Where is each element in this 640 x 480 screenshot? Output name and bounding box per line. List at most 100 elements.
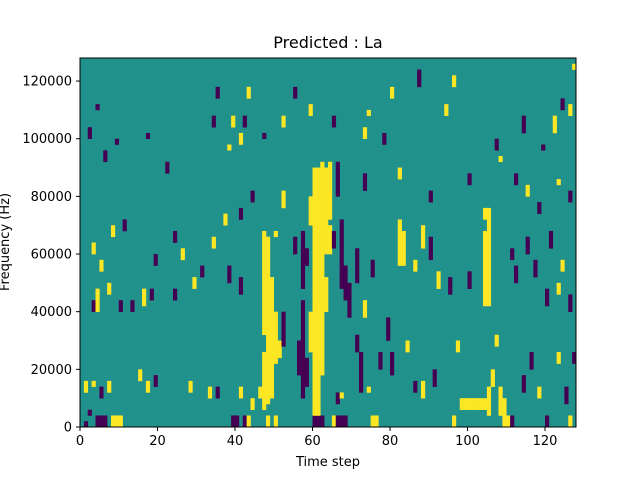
heatmap-cell-low [300,300,306,399]
heatmap-cell-low [103,415,108,428]
heatmap-cell-high [362,127,368,140]
heatmap-cell-high [525,184,530,197]
heatmap-cell-high [273,311,278,364]
heatmap-cell-high [556,282,561,295]
heatmap-cell-high [258,386,263,399]
heatmap-cell-high [273,415,278,428]
x-tick-label: 20 [149,434,166,449]
heatmap-cell-low [355,248,360,284]
heatmap-cell-high [502,398,507,416]
heatmap-cell-high [572,63,577,70]
heatmap-cell-high [107,282,112,295]
heatmap-cell-low [390,352,395,376]
y-axis-ticks: 0 20000 40000 60000 80000 100000 120000 [22,75,80,436]
x-tick-label: 80 [382,434,399,449]
heatmap-cell-low [335,415,340,428]
heatmap-cell-low [95,415,100,428]
heatmap-cell-low [114,138,120,145]
heatmap-cell-low [548,230,554,249]
heatmap-cell-low [215,86,220,99]
x-axis-label: Time step [295,455,360,470]
heatmap-cell-high [231,115,236,128]
heatmap-cell-high [223,213,228,226]
heatmap-cell-high [401,230,406,266]
heatmap-cell-low [238,207,244,220]
heatmap-cell-low [335,392,340,405]
heatmap-cell-high [556,179,561,186]
heatmap-cell-low [359,352,364,393]
y-tick-label: 20000 [31,363,72,378]
heatmap-cell-high [266,415,271,428]
heatmap-cell-low [541,144,546,151]
heatmap-cell-high [273,230,278,238]
heatmap-cell-high [568,415,573,428]
heatmap-cell-high [207,386,213,399]
y-tick-label: 0 [64,421,72,436]
heatmap-cell-high [471,398,476,410]
heatmap-cell-low [231,415,236,428]
heatmap-cell-low [545,288,550,307]
heatmap-cell-high [455,340,461,353]
heatmap-cell-low [281,311,286,347]
heatmap-cell-low [564,386,569,405]
heatmap-cell-low [211,115,216,128]
heatmap-cell-low [347,282,352,318]
heatmap-cell-high [463,398,468,410]
heatmap-cell-high [502,415,507,428]
heatmap-cell-high [262,230,267,336]
heatmap-cell-low [238,277,244,295]
heatmap-cell-low [200,265,205,278]
heatmap-cell-low [215,386,220,399]
heatmap-cell-low [514,265,519,284]
heatmap-cell-low [149,288,154,301]
heatmap-cell-low [545,415,550,428]
heatmap-cell-low [165,161,170,174]
heatmap-cell-high [91,380,96,387]
heatmap-cell-high [452,415,457,428]
heatmap-cell-high [374,415,379,428]
heatmap-cell-low [304,357,309,387]
heatmap-cell-low [568,190,573,203]
heatmap-cell-high [483,398,488,410]
heatmap-cell-low [448,277,453,295]
x-tick-label: 0 [76,434,84,449]
heatmap-cell-high [452,75,457,88]
heatmap-cell-low [242,115,247,128]
heatmap-cell-low [103,150,108,163]
heatmap-cell-high [142,288,147,307]
heatmap-cell-high [316,167,321,416]
heatmap-cell-high [328,225,333,255]
heatmap-cell-high [277,340,282,359]
heatmap-cell-high [91,242,96,255]
heatmap-cell-high [180,248,185,261]
heatmap-cell-high [397,167,402,180]
heatmap-cell-high [281,190,286,209]
heatmap-cell-high [498,386,503,416]
heatmap-cell-high [436,271,441,289]
heatmap-cell-high [483,207,488,220]
heatmap-cell-high [560,259,565,272]
heatmap-cell-low [87,409,92,416]
heatmap-cell-high [421,380,426,399]
heatmap-cell-high [459,398,464,410]
heatmap-cell-high [114,415,120,428]
heatmap-cell-high [366,386,371,393]
heatmap-cell-high [269,277,275,330]
heatmap-cell-high [370,415,375,428]
x-tick-label: 60 [304,434,321,449]
heatmap-cell-low [118,300,123,312]
heatmap-cell-low [343,265,348,301]
heatmap-cell-low [521,375,526,393]
heatmap-cell-low [130,300,135,312]
heatmap-cell-high [227,144,232,151]
heatmap-cell-low [533,259,538,278]
heatmap-cell-low [413,380,418,393]
y-tick-label: 40000 [31,305,72,320]
y-tick-label: 80000 [31,190,72,205]
heatmap-cell-high [486,207,492,220]
heatmap-cell-low [514,173,519,186]
heatmap-cell-low [153,254,158,266]
heatmap-cell-high [486,219,492,307]
heatmap-cell-high [118,415,123,428]
heatmap-cell-high [483,230,488,307]
